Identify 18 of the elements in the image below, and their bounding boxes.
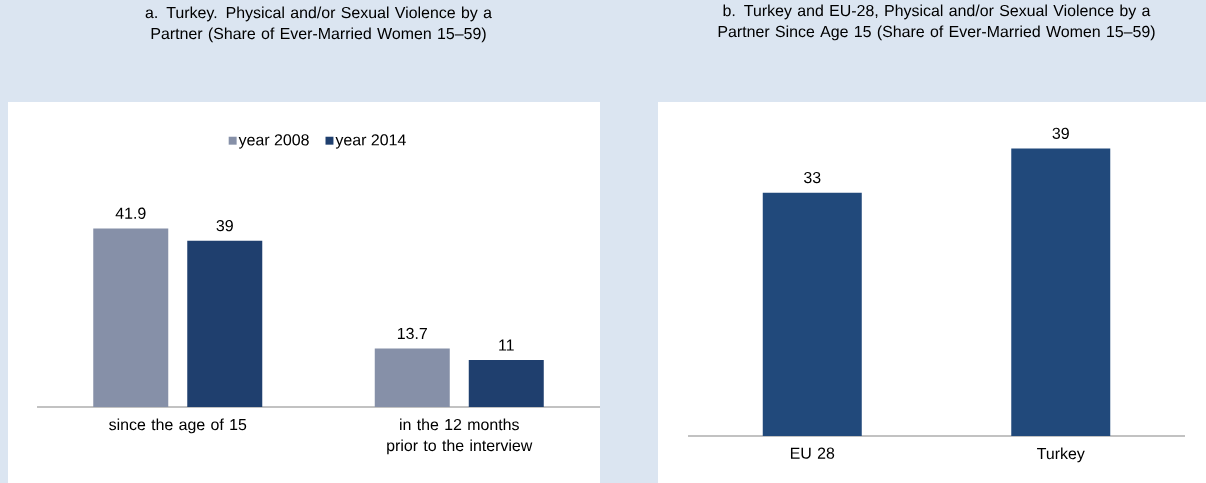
x-tick-label: in the 12 months prior to the interview xyxy=(387,418,533,455)
x-tick-label: since the age of 15 xyxy=(109,418,247,434)
x-tick-label: Turkey xyxy=(1037,447,1085,463)
bar xyxy=(374,348,450,407)
chart-title: b. Turkey and EU-28, Physical and/or Sexual Violence by a Partner Since Age 15 (Share of Ever-Married Women 15–59) xyxy=(718,4,1155,41)
chart-title: a. Turkey. Physical and/or Sexual Violence by a Partner (Share of Ever-Married Women 15–59) xyxy=(145,6,492,43)
legend-label: year 2014 xyxy=(335,134,406,149)
bar xyxy=(93,228,169,407)
data-label: 13.7 xyxy=(397,327,427,340)
bar xyxy=(468,360,544,407)
data-label: 33 xyxy=(804,171,821,184)
data-label: 41.9 xyxy=(115,207,146,219)
data-label: 39 xyxy=(1052,127,1069,139)
data-label: 39 xyxy=(216,219,233,232)
x-tick-label: EU 28 xyxy=(790,447,835,459)
legend-label: year 2008 xyxy=(238,134,309,149)
data-label: 11 xyxy=(499,339,514,351)
bar xyxy=(187,240,263,407)
